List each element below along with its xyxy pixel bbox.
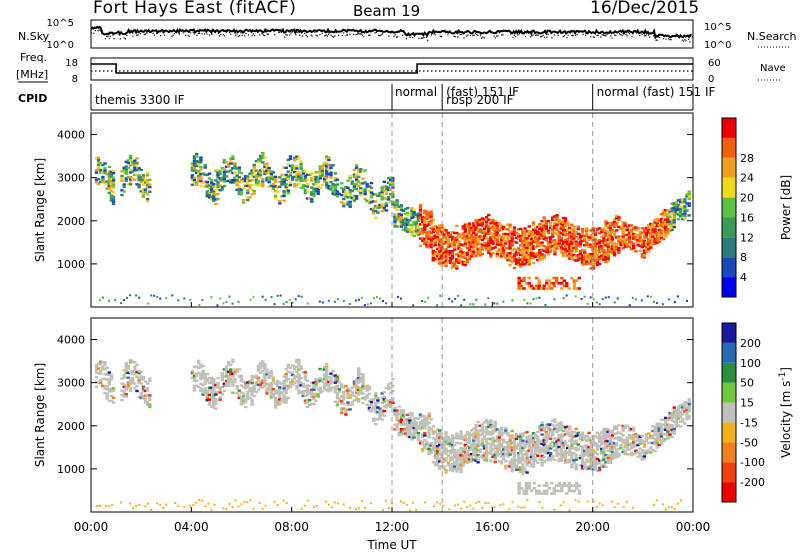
ylabel: Slant Range [km] xyxy=(33,363,47,467)
cpid-fast: (fast) 151 IF xyxy=(446,85,519,99)
cpid-label: CPID xyxy=(18,92,47,105)
colorbar-label: Velocity [m s-1] xyxy=(778,367,793,458)
colorbar-frame xyxy=(721,117,737,298)
colorbar-tick-4: 20 xyxy=(740,192,754,205)
nave-right-top-tick: 60 xyxy=(708,58,721,69)
colorbar-tick-0: 4 xyxy=(740,271,747,284)
xtick-label-0: 00:00 xyxy=(74,520,109,534)
cpid-normal: normal xyxy=(395,85,437,99)
colorbar-seg-4 xyxy=(722,402,736,423)
noise-right-top-tick: 10^5 xyxy=(704,22,731,33)
power-panel: 1000 2000 3000 4000 Slant Range [km] 4 8 12 16 20… xyxy=(33,112,793,308)
frequency-trace xyxy=(91,63,693,74)
velocity-panel: 1000 2000 3000 4000 Slant Range [km] 200 100 50… xyxy=(33,317,793,513)
colorbar-seg-2 xyxy=(722,442,736,463)
nsky-trace xyxy=(90,25,692,40)
colorbar-seg-1 xyxy=(722,462,736,483)
colorbar-tick-6: -100 xyxy=(740,456,765,469)
xtick-label-6: 00:00 xyxy=(676,520,711,534)
noise-left-top-tick: 10^5 xyxy=(47,18,74,29)
colorbar-seg-8 xyxy=(722,323,736,343)
radar-title: Fort Hays East (fitACF) xyxy=(93,0,297,18)
freq-unit-label: [MHz] xyxy=(16,68,48,81)
colorbar-seg-0 xyxy=(722,482,736,502)
colorbar-tick-6: 28 xyxy=(740,152,754,165)
colorbar-seg-4 xyxy=(722,197,736,218)
colorbar-tick-7: -200 xyxy=(740,476,765,489)
freq-left-top-tick: 18 xyxy=(65,58,78,69)
ytick-label-2: 3000 xyxy=(57,377,85,390)
colorbar-seg-7 xyxy=(722,342,736,363)
freq-label: Freq. xyxy=(20,51,47,64)
ylabel: Slant Range [km] xyxy=(33,158,47,262)
xtick-label-2: 08:00 xyxy=(274,520,309,534)
colorbar-seg-6 xyxy=(722,157,736,178)
colorbar-seg-6 xyxy=(722,362,736,383)
colorbar-seg-1 xyxy=(722,257,736,278)
ytick-label-3: 4000 xyxy=(57,334,85,347)
ytick-label-2: 3000 xyxy=(57,172,85,185)
colorbar-seg-7 xyxy=(722,137,736,158)
colorbar-tick-1: 100 xyxy=(740,357,761,370)
ytick-label-1: 2000 xyxy=(57,420,85,433)
date-label: 16/Dec/2015 xyxy=(590,0,700,18)
colorbar-tick-0: 200 xyxy=(740,337,761,350)
cpid-normal-fast: normal (fast) 151 IF xyxy=(597,85,716,99)
xtick-label-4: 16:00 xyxy=(475,520,510,534)
colorbar-frame xyxy=(721,322,737,503)
colorbar-seg-0 xyxy=(722,277,736,297)
nsearch-label: N.Search xyxy=(747,30,797,43)
nsky-label: N.Sky xyxy=(18,30,50,43)
colorbar-tick-3: 16 xyxy=(740,211,754,224)
noise-right-bottom-tick: 10^0 xyxy=(704,40,731,51)
noise-panel-frame xyxy=(90,19,694,49)
cpid-rbsp: rbsp 200 IF xyxy=(446,93,513,107)
xtick-label-5: 20:00 xyxy=(575,520,610,534)
ytick-label-1: 2000 xyxy=(57,215,85,228)
nsearch-trace xyxy=(91,29,693,43)
colorbar-seg-5 xyxy=(722,177,736,198)
colorbar-label: Power [dB] xyxy=(779,175,793,240)
xtick-label-3: 12:00 xyxy=(375,520,410,534)
colorbar-tick-3: 15 xyxy=(740,397,754,410)
colorbar-seg-5 xyxy=(722,382,736,403)
xaxis-label: Time UT xyxy=(366,538,417,552)
xtick-label-1: 04:00 xyxy=(174,520,209,534)
nave-right-bottom-tick: 0 xyxy=(708,74,714,85)
freq-left-bottom-tick: 8 xyxy=(72,74,78,85)
cpid-themis: themis 3300 IF xyxy=(95,93,185,107)
nave-label: Nave xyxy=(760,63,786,74)
colorbar-tick-2: 12 xyxy=(740,231,754,244)
ytick-label-0: 1000 xyxy=(57,258,85,271)
beam-label: Beam 19 xyxy=(353,2,421,20)
colorbar-seg-3 xyxy=(722,422,736,443)
colorbar-tick-1: 8 xyxy=(740,251,747,264)
colorbar-tick-5: -50 xyxy=(740,436,758,449)
colorbar-seg-8 xyxy=(722,118,736,138)
colorbar-seg-3 xyxy=(722,217,736,238)
ytick-label-3: 4000 xyxy=(57,129,85,142)
noise-left-bottom-tick: 10^0 xyxy=(47,40,74,51)
colorbar-tick-4: -15 xyxy=(740,416,758,429)
ytick-label-0: 1000 xyxy=(57,463,85,476)
colorbar-tick-2: 50 xyxy=(740,377,754,390)
colorbar-tick-5: 24 xyxy=(740,172,754,185)
freq-panel-frame xyxy=(90,57,694,81)
colorbar-seg-2 xyxy=(722,237,736,258)
